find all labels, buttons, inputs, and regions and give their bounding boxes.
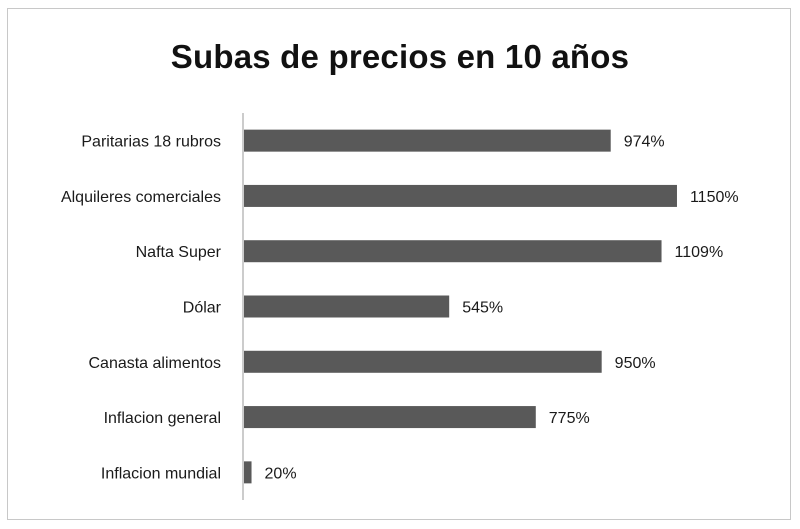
chart-frame xyxy=(7,8,791,520)
bar xyxy=(244,240,662,263)
category-label: Inflacion general xyxy=(104,410,221,427)
data-label: 1109% xyxy=(675,244,724,261)
bar xyxy=(244,406,536,429)
bar xyxy=(244,295,450,318)
category-label: Dólar xyxy=(183,300,222,317)
category-label: Alquileres comerciales xyxy=(61,189,221,206)
bar xyxy=(244,184,677,207)
data-label: 1150% xyxy=(690,189,739,206)
bar xyxy=(244,350,602,373)
data-label: 950% xyxy=(615,355,656,372)
bar xyxy=(244,129,611,152)
category-label: Nafta Super xyxy=(136,244,222,261)
chart-title: Subas de precios en 10 años xyxy=(170,38,630,75)
data-label: 20% xyxy=(265,465,297,482)
category-label: Inflacion mundial xyxy=(101,465,221,482)
data-label: 974% xyxy=(624,134,665,151)
bar xyxy=(244,461,252,484)
category-label: Canasta alimentos xyxy=(88,355,221,372)
category-label: Paritarias 18 rubros xyxy=(81,134,221,151)
data-label: 545% xyxy=(462,300,503,317)
data-label: 775% xyxy=(549,410,590,427)
